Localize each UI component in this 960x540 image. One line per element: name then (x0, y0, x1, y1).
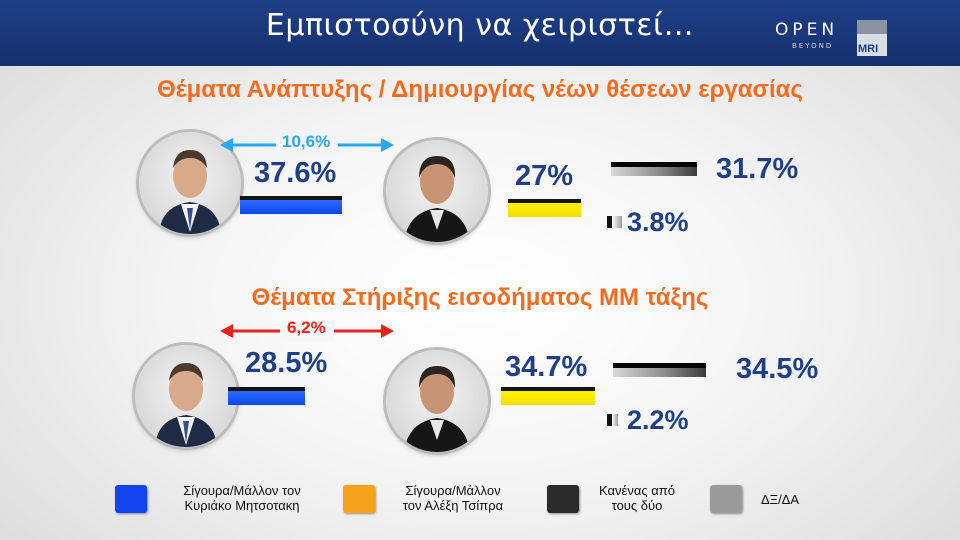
header-bar: Εμπιστοσύνη να χειριστεί… OPEN BEYOND MR… (0, 0, 960, 66)
mitsotakis-photo (139, 132, 241, 234)
bar-none-jobs (611, 162, 697, 176)
value-label-none-income: 34.5% (736, 353, 819, 385)
bar-mitsotakis-jobs (240, 196, 342, 214)
value-label-none-jobs: 31.7% (716, 153, 799, 185)
bar-dk-jobs (607, 216, 622, 228)
legend-item-tsipras: Σίγουρα/Μάλλον τον Αλέξη Τσίπρα (343, 481, 533, 519)
value-label-dk-income: 2.2% (627, 405, 689, 435)
page-title: Εμπιστοσύνη να χειριστεί… (265, 8, 695, 43)
tsipras-photo-2 (386, 350, 488, 452)
section-title-jobs: Θέματα Ανάπτυξης / Δημιουργίας νέων θέσε… (157, 76, 803, 103)
legend-swatch-gray (710, 485, 742, 513)
bar-mitsotakis-income (228, 387, 305, 405)
difference-arrow-jobs (220, 135, 394, 155)
legend-swatch-black (547, 485, 579, 513)
difference-label-income: 6,2% (287, 318, 326, 337)
legend-swatch-blue (115, 485, 147, 513)
difference-arrow-income (220, 321, 394, 341)
value-label-dk-jobs: 3.8% (627, 207, 689, 237)
value-label-mitsotakis-jobs: 37.6% (254, 157, 337, 189)
legend-item-dk: ΔΞ/ΔΑ (710, 481, 820, 519)
legend-item-mitsotakis: Σίγουρα/Μάλλον τον Κυριάκο Μητσοτακη (115, 481, 330, 519)
bar-dk-income (607, 414, 618, 426)
bar-none-income (613, 363, 706, 377)
legend-item-none: Κανένας από τους δύο (547, 481, 697, 519)
value-label-mitsotakis-income: 28.5% (245, 347, 328, 379)
legend-label-none: Κανένας από τους δύο (599, 483, 675, 513)
value-label-tsipras-income: 34.7% (505, 351, 588, 383)
legend-label-mitsotakis: Σίγουρα/Μάλλον τον Κυριάκο Μητσοτακη (183, 483, 301, 513)
legend-label-tsipras: Σίγουρα/Μάλλον τον Αλέξη Τσίπρα (402, 483, 504, 513)
mri-logo: MRI (857, 20, 887, 56)
difference-label-jobs: 10,6% (282, 132, 331, 151)
section-title-income: Θέματα Στήριξης εισοδήματος ΜΜ τάξης (251, 284, 709, 311)
bar-tsipras-jobs (508, 199, 581, 217)
legend-swatch-orange (343, 485, 375, 513)
open-logo-subtitle: BEYOND (792, 42, 834, 50)
legend-label-dk: ΔΞ/ΔΑ (760, 492, 800, 507)
tsipras-photo (386, 140, 488, 242)
mri-logo-text: MRI (858, 43, 879, 55)
value-label-tsipras-jobs: 27% (515, 160, 574, 192)
mitsotakis-photo-2 (135, 345, 237, 447)
open-logo: OPEN (775, 20, 839, 40)
bar-tsipras-income (501, 387, 595, 405)
